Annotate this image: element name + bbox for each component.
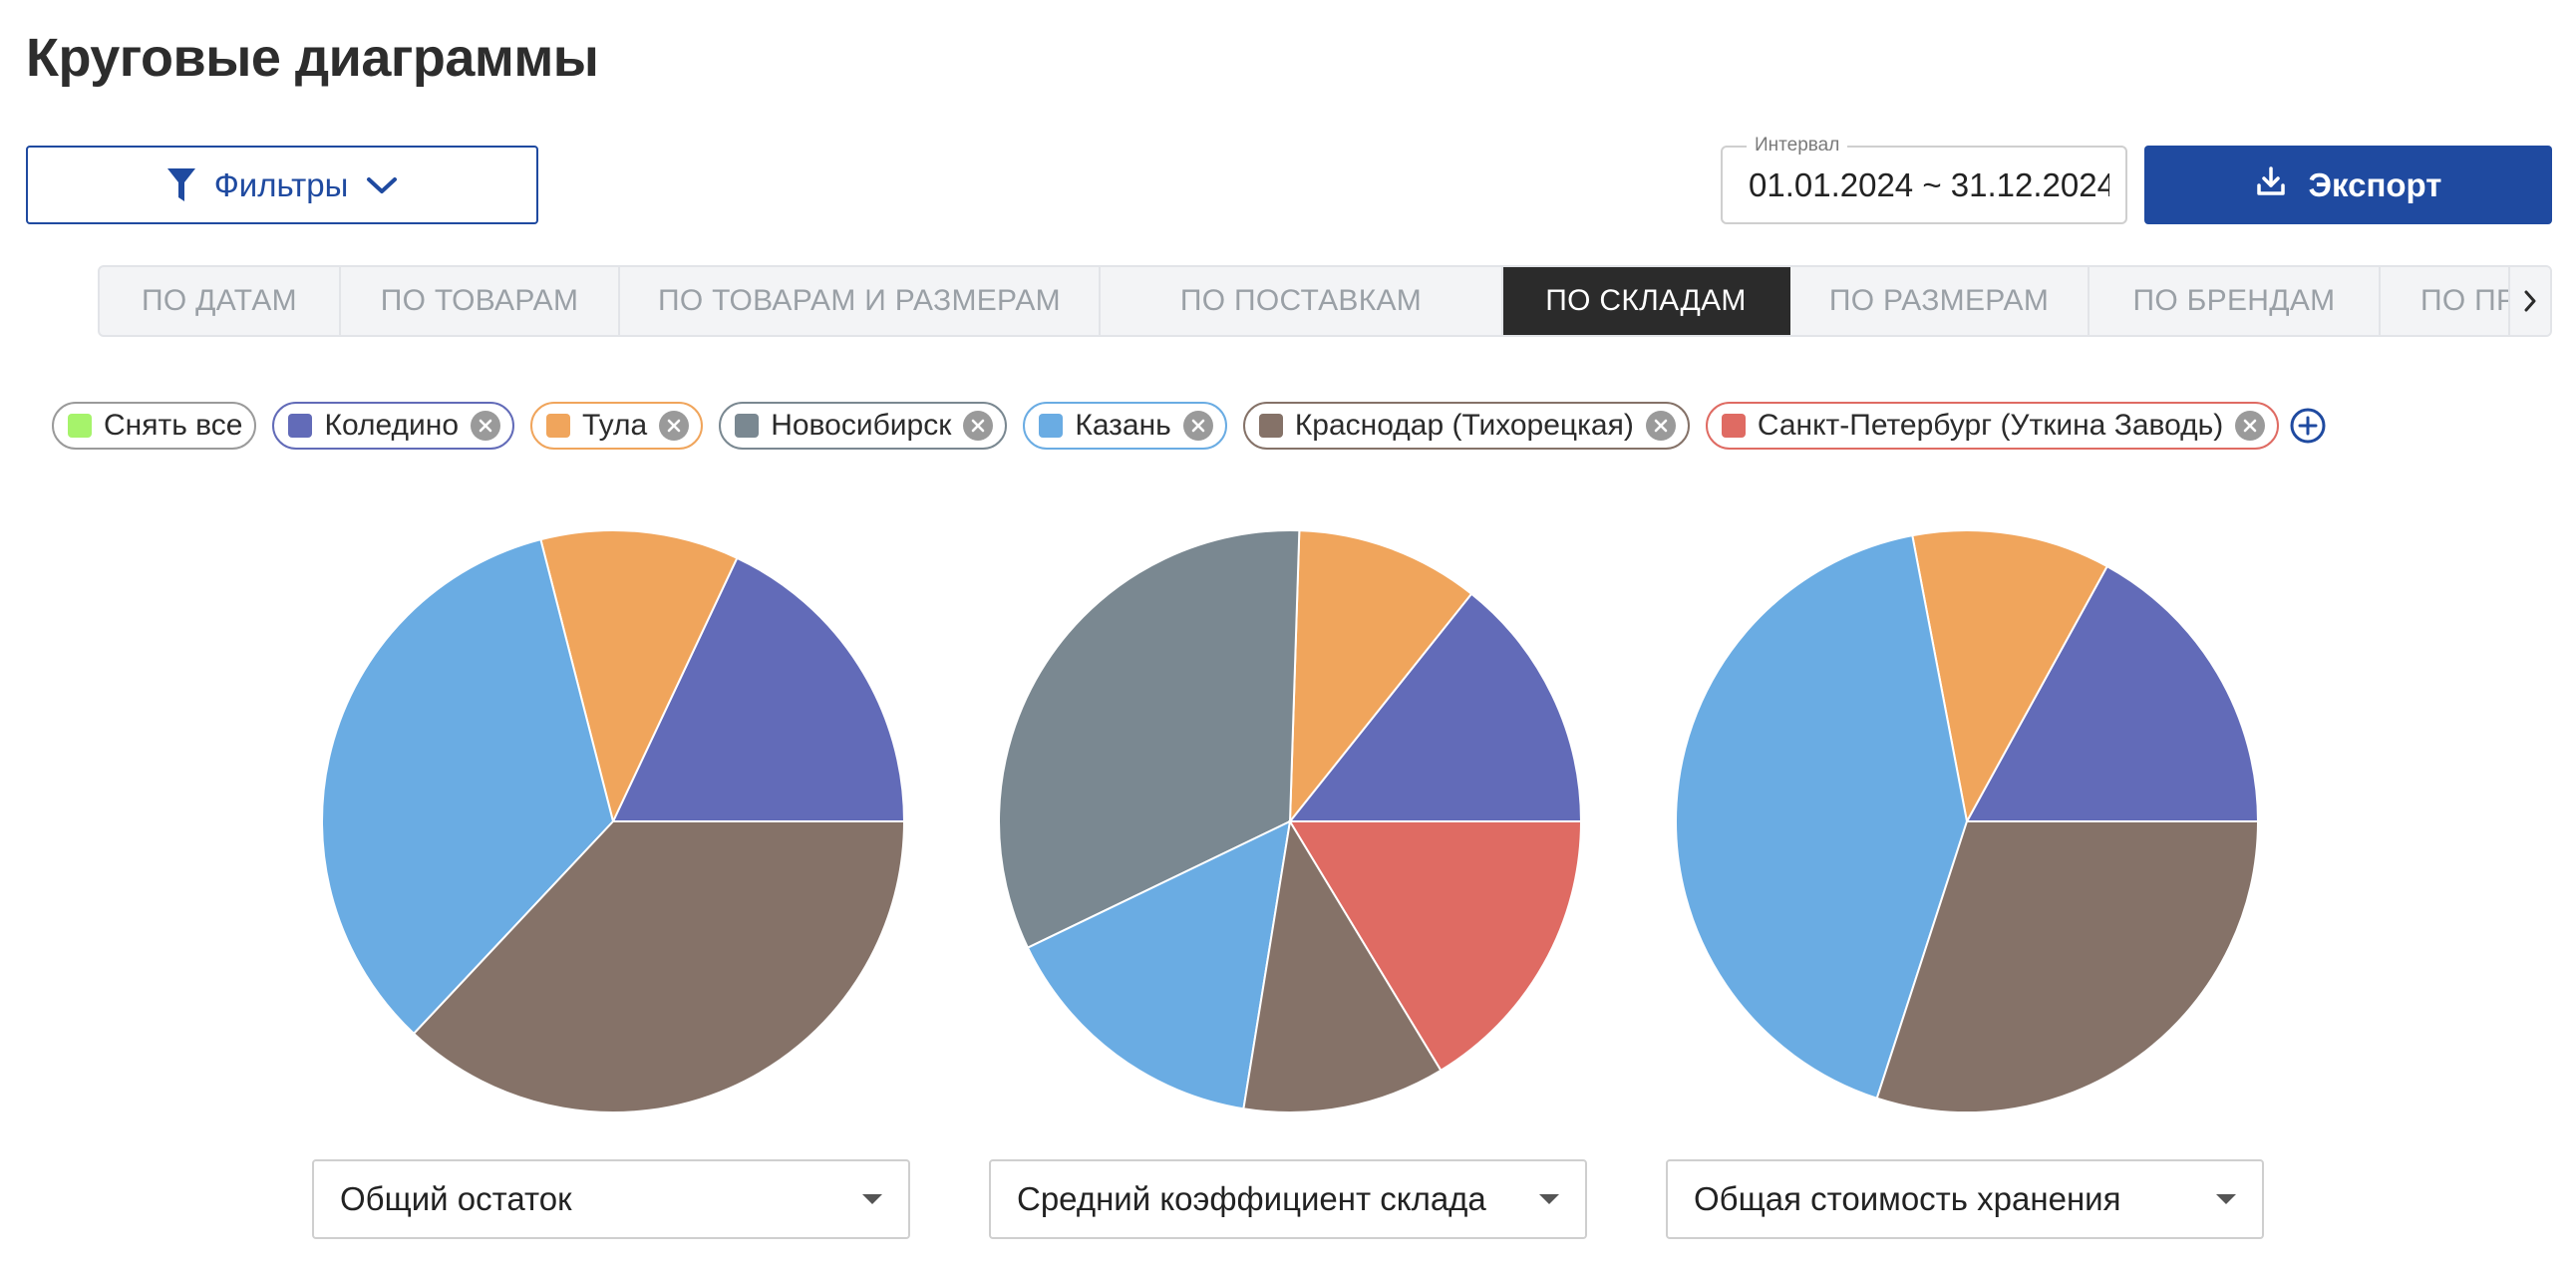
pie-slice-тула[interactable] <box>1288 529 1473 824</box>
pie-slice-казань[interactable] <box>1675 533 1969 1100</box>
export-button[interactable]: Экспорт <box>2144 146 2552 224</box>
close-icon[interactable] <box>471 411 501 441</box>
pie-chart-avg-coefficient <box>997 528 1583 1114</box>
chip-swatch <box>546 414 571 438</box>
metric-select-left[interactable]: Общий остаток <box>312 1159 910 1239</box>
download-icon <box>2255 165 2287 205</box>
pie-chart-svg <box>1675 529 2260 1113</box>
chip-label: Снять все <box>104 409 243 442</box>
pie-slice-тула[interactable] <box>539 529 739 824</box>
pie-slice-коледино[interactable] <box>611 556 906 822</box>
chip-swatch <box>1258 414 1283 438</box>
add-warehouse-icon[interactable] <box>2289 407 2327 445</box>
chip-swatch <box>1721 414 1746 438</box>
tabs-bar: ПО ДАТАМ ПО ТОВАРАМ ПО ТОВАРАМ И РАЗМЕРА… <box>98 265 2552 337</box>
pie-chart-storage-cost <box>1674 528 2260 1114</box>
tab-by-products-sizes[interactable]: ПО ТОВАРАМ И РАЗМЕРАМ <box>620 267 1101 335</box>
warehouse-chips: Снять все Коледино Тула Новосибирск Каза… <box>52 402 2327 450</box>
tab-by-products[interactable]: ПО ТОВАРАМ <box>341 267 620 335</box>
export-label: Экспорт <box>2308 165 2442 203</box>
chip-label: Краснодар (Тихорецкая) <box>1294 409 1634 442</box>
close-icon[interactable] <box>659 411 690 441</box>
close-icon[interactable] <box>1182 411 1213 441</box>
filter-icon <box>166 166 196 204</box>
tab-by-dates[interactable]: ПО ДАТАМ <box>100 267 341 335</box>
close-icon[interactable] <box>1645 411 1676 441</box>
chip-label: Новосибирск <box>771 409 952 442</box>
pie-slice-тула[interactable] <box>1911 529 2109 824</box>
pie-slice-коледино[interactable] <box>1287 592 1583 822</box>
chip-clear-all[interactable]: Снять все <box>52 402 257 450</box>
tabs-next-button[interactable] <box>2508 267 2550 335</box>
chip-kazan[interactable]: Казань <box>1023 402 1227 450</box>
chip-swatch <box>288 414 313 438</box>
pie-chart-total-stock <box>320 528 906 1114</box>
chevron-right-icon <box>2524 290 2536 312</box>
pie-slice-краснодар-тихорецкая[interactable] <box>1875 820 2260 1113</box>
chip-swatch <box>1039 414 1064 438</box>
chip-krasnodar[interactable]: Краснодар (Тихорецкая) <box>1242 402 1690 450</box>
filters-button[interactable]: Фильтры <box>26 146 538 224</box>
close-icon[interactable] <box>963 411 994 441</box>
pie-slice-новосибирск[interactable] <box>998 529 1301 950</box>
chip-saint-petersburg[interactable]: Санкт-Петербург (Уткина Заводь) <box>1705 402 2280 450</box>
filters-label: Фильтры <box>213 165 349 203</box>
pie-slice-коледино[interactable] <box>1965 564 2260 822</box>
chip-label: Казань <box>1075 409 1171 442</box>
chip-swatch <box>68 414 92 438</box>
metric-select-middle[interactable]: Средний коэффициент склада <box>989 1159 1587 1239</box>
caret-down-icon <box>1539 1194 1559 1204</box>
pie-slice-казань[interactable] <box>1026 819 1292 1111</box>
metric-select-right[interactable]: Общая стоимость хранения <box>1666 1159 2264 1239</box>
pie-slice-краснодар-тихорецкая[interactable] <box>1242 818 1443 1113</box>
chip-label: Тула <box>582 409 648 442</box>
tabs-row: ПО ДАТАМ ПО ТОВАРАМ ПО ТОВАРАМ И РАЗМЕРА… <box>100 267 2512 335</box>
pie-slice-краснодар-тихорецкая[interactable] <box>412 820 906 1113</box>
caret-down-icon <box>862 1194 882 1204</box>
close-icon[interactable] <box>2235 411 2266 441</box>
tab-by-sizes[interactable]: ПО РАЗМЕРАМ <box>1790 267 2090 335</box>
pie-chart-svg <box>321 529 906 1113</box>
metric-select-value: Средний коэффициент склада <box>1017 1180 1486 1217</box>
chip-novosibirsk[interactable]: Новосибирск <box>719 402 1008 450</box>
chevron-down-icon <box>366 175 398 195</box>
caret-down-icon <box>2216 1194 2236 1204</box>
chip-tula[interactable]: Тула <box>530 402 704 450</box>
tab-by-warehouses[interactable]: ПО СКЛАДАМ <box>1503 267 1790 335</box>
chip-swatch <box>735 414 760 438</box>
page-title: Круговые диаграммы <box>26 28 599 88</box>
pie-slice-казань[interactable] <box>321 537 615 1036</box>
tab-by-brands[interactable]: ПО БРЕНДАМ <box>2090 267 2381 335</box>
metric-select-value: Общий остаток <box>340 1180 572 1217</box>
metric-select-value: Общая стоимость хранения <box>1694 1180 2121 1217</box>
tab-by-supplies[interactable]: ПО ПОСТАВКАМ <box>1101 267 1503 335</box>
chip-koledino[interactable]: Коледино <box>272 402 515 450</box>
chip-label: Коледино <box>324 409 460 442</box>
pie-chart-svg <box>998 529 1583 1113</box>
pie-slice-санкт-петербург-уткина-заводь[interactable] <box>1288 820 1583 1073</box>
chip-label: Санкт-Петербург (Уткина Заводь) <box>1757 409 2224 442</box>
tab-by-subjects[interactable]: ПО ПРЕДМЕТАМ <box>2381 267 2512 335</box>
interval-field[interactable]: Интервал <box>1721 133 2127 224</box>
interval-input[interactable] <box>1749 148 2109 222</box>
